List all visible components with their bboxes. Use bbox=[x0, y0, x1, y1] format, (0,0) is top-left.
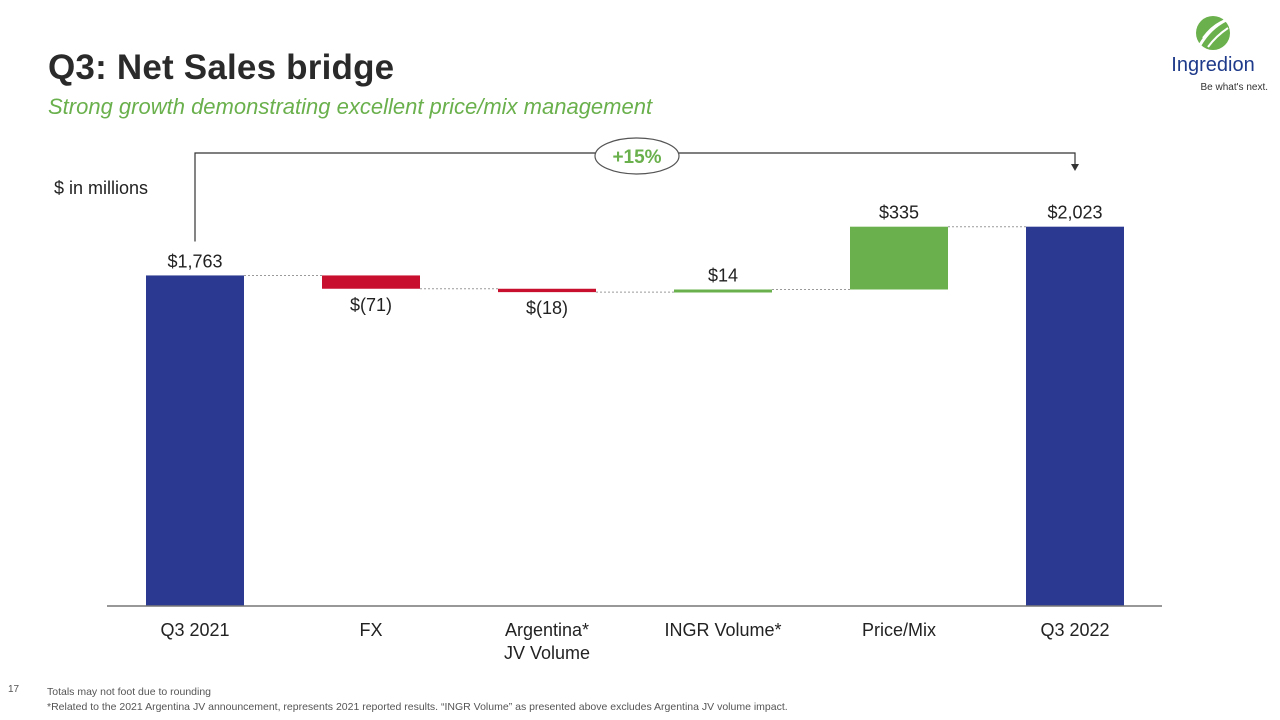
logo-name: Ingredion bbox=[1171, 54, 1255, 76]
footnote-argentina: *Related to the 2021 Argentina JV announ… bbox=[47, 701, 788, 713]
bracket-arrow-icon bbox=[1071, 164, 1079, 171]
bar-6 bbox=[1026, 226, 1124, 606]
bar-2 bbox=[322, 275, 420, 289]
unit-label: $ in millions bbox=[54, 178, 149, 198]
category-label-2: FX bbox=[359, 620, 382, 640]
category-label-5: Price/Mix bbox=[862, 620, 936, 640]
waterfall-chart: $1,763 Q3 2021 $(71) FX $(18) Argentina* JV Vo… bbox=[107, 137, 1162, 663]
footnote-rounding: Totals may not foot due to rounding bbox=[47, 686, 212, 698]
leaf-logo-icon bbox=[1196, 16, 1230, 50]
data-label-6: $2,023 bbox=[1047, 203, 1102, 223]
category-label-6: Q3 2022 bbox=[1040, 620, 1109, 640]
category-label-1: Q3 2021 bbox=[160, 620, 229, 640]
page-subtitle: Strong growth demonstrating excellent pr… bbox=[48, 94, 653, 119]
data-label-5: $335 bbox=[879, 203, 919, 223]
footnotes: Totals may not foot due to rounding *Rel… bbox=[47, 685, 788, 715]
data-label-1: $1,763 bbox=[167, 251, 222, 271]
data-label-3: $(18) bbox=[526, 298, 568, 318]
category-label-4: INGR Volume* bbox=[664, 620, 781, 640]
bar-5 bbox=[850, 226, 948, 290]
bar-3 bbox=[498, 288, 596, 293]
data-label-4: $14 bbox=[708, 266, 738, 286]
growth-badge bbox=[594, 137, 680, 175]
bar-4 bbox=[674, 289, 772, 293]
logo-tagline: Be what's next. bbox=[1200, 82, 1269, 93]
growth-badge-label: +15% bbox=[612, 147, 661, 168]
ingredion-logo: Ingredion Be what's next. bbox=[1158, 14, 1268, 104]
category-label-3: Argentina* JV Volume bbox=[504, 620, 590, 663]
page-number: 17 bbox=[8, 684, 20, 695]
data-label-2: $(71) bbox=[350, 295, 392, 315]
page-title: Q3: Net Sales bridge bbox=[48, 48, 395, 87]
bar-1 bbox=[146, 275, 244, 606]
